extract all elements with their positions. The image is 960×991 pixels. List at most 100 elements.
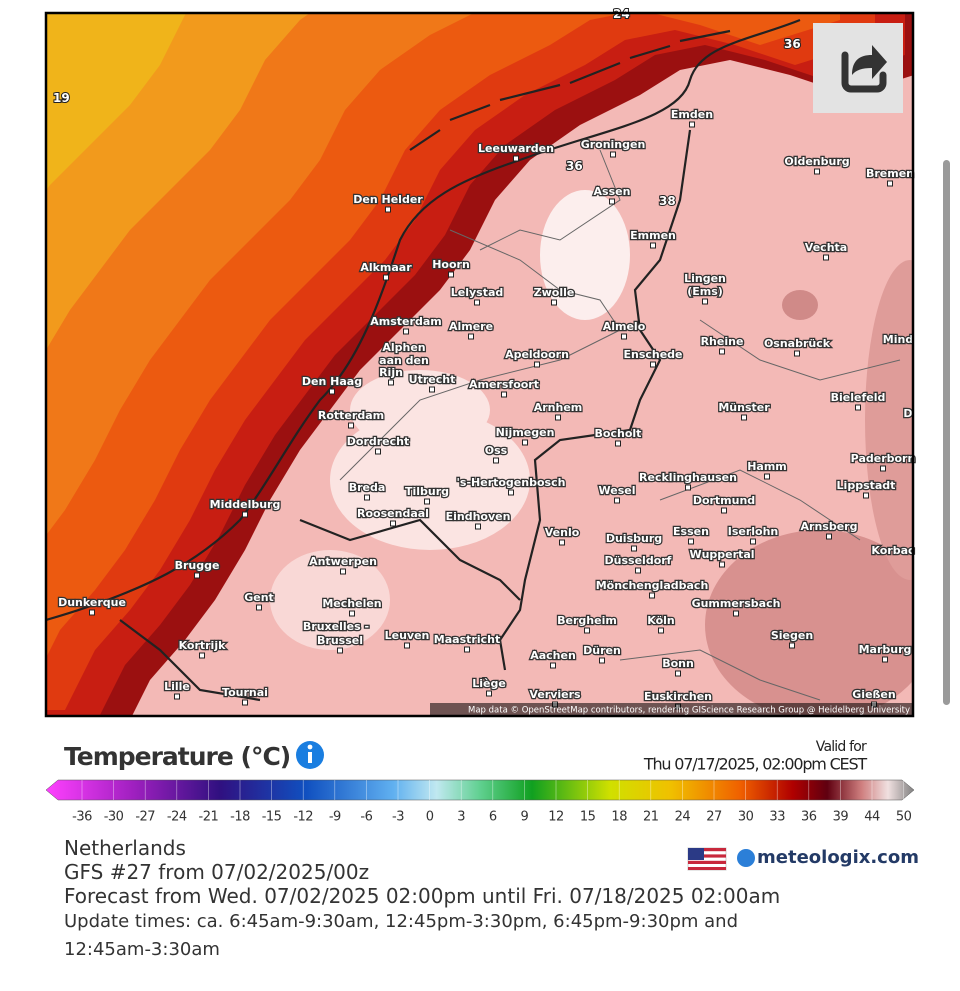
share-button[interactable] — [813, 23, 903, 113]
city-marker — [555, 414, 561, 421]
city-label: (Ems) — [687, 285, 723, 298]
city-label: Oss — [485, 444, 508, 457]
city-label: Dunkerque — [58, 596, 126, 609]
city-label: Den Helder — [353, 193, 423, 206]
scale-tick-label: 21 — [643, 810, 659, 825]
city-label: Tournai — [222, 686, 268, 699]
city-marker — [194, 572, 200, 579]
scale-tick-label: 36 — [801, 810, 817, 825]
city-marker — [403, 328, 409, 335]
scale-tick-label: 6 — [489, 810, 497, 825]
city-marker — [649, 592, 655, 599]
city-label: Paderborn — [851, 452, 916, 465]
city-label: Utrecht — [409, 373, 456, 386]
city-marker — [468, 333, 474, 340]
city-label: Mechelen — [322, 597, 381, 610]
city-marker — [174, 693, 180, 700]
city-label: Aachen — [530, 649, 576, 662]
city-marker — [688, 538, 694, 545]
scale-tick-label: 12 — [548, 810, 564, 825]
city-marker — [658, 627, 664, 634]
city-marker — [474, 299, 480, 306]
scale-tick-label: -18 — [230, 810, 250, 825]
city-label: Mind — [883, 333, 913, 346]
city-label: Duisburg — [606, 532, 662, 545]
city-marker — [794, 350, 800, 357]
city-marker — [429, 386, 435, 393]
scale-tick-label: -30 — [104, 810, 124, 825]
valid-for: Valid for — [816, 739, 867, 755]
city-marker — [513, 155, 519, 162]
city-label: Maastricht — [434, 633, 500, 646]
city-marker — [823, 254, 829, 261]
city-label: Hamm — [747, 460, 787, 473]
city-label: Lippstadt — [837, 479, 896, 492]
city-label: Roosendaal — [357, 507, 429, 520]
city-marker — [199, 652, 205, 659]
city-marker — [855, 404, 861, 411]
legend-title: Temperature (°C) — [64, 742, 290, 771]
city-marker — [493, 457, 499, 464]
city-marker — [508, 489, 514, 496]
region: Netherlands — [64, 836, 186, 860]
city-marker — [609, 198, 615, 205]
city-label: Gießen — [852, 688, 895, 701]
city-label: Düsseldorf — [605, 554, 672, 567]
city-marker — [385, 206, 391, 213]
scale-tick-label: 33 — [769, 810, 785, 825]
city-label: Oldenburg — [784, 155, 849, 168]
city-marker — [522, 439, 528, 446]
city-label: Brugge — [175, 559, 220, 572]
city-marker — [635, 567, 641, 574]
us-flag — [687, 847, 727, 871]
city-label: Eindhoven — [446, 510, 511, 523]
city-label: Essen — [673, 525, 709, 538]
city-label: Düren — [583, 644, 621, 657]
city-marker — [863, 492, 869, 499]
scrollbar[interactable] — [943, 160, 950, 705]
brand[interactable]: meteologix.com — [757, 847, 919, 868]
scale-tick-label: 18 — [611, 810, 627, 825]
scale-tick-label: 30 — [738, 810, 754, 825]
city-label: Lelystad — [451, 286, 504, 299]
city-marker — [383, 274, 389, 281]
city-marker — [337, 647, 343, 654]
temperature-field — [46, 13, 913, 716]
city-marker — [631, 545, 637, 552]
city-label: Korbac — [871, 544, 914, 557]
city-marker — [475, 523, 481, 530]
city-label: Alkmaar — [360, 261, 412, 274]
city-label: Hoorn — [432, 258, 470, 271]
scale-tick-label: -27 — [135, 810, 155, 825]
scale-tick-label: 44 — [864, 810, 880, 825]
city-label: Recklinghausen — [639, 471, 737, 484]
city-label: Bergheim — [557, 614, 617, 627]
city-label: Arnhem — [534, 401, 583, 414]
city-marker — [880, 465, 886, 472]
city-label: Euskirchen — [644, 690, 712, 703]
scale-tick-label: 0 — [426, 810, 434, 825]
forecast-range: Forecast from Wed. 07/02/2025 02:00pm un… — [64, 884, 781, 908]
city-label: Iserlohn — [728, 525, 779, 538]
city-label: Den Haag — [302, 375, 362, 388]
city-marker — [887, 180, 893, 187]
city-label: Leuven — [385, 629, 430, 642]
isotherm-label: 36 — [784, 37, 801, 51]
valid-time: Thu 07/17/2025, 02:00pm CEST — [643, 755, 868, 774]
map-frame — [44, 11, 915, 718]
city-label: Liège — [472, 677, 506, 690]
info-button[interactable] — [296, 741, 324, 769]
city-label: Emden — [671, 108, 713, 121]
city-marker — [741, 414, 747, 421]
city-marker — [551, 299, 557, 306]
scale-tick-label: 27 — [706, 810, 722, 825]
attribution-bg — [430, 703, 913, 716]
scale-tick-label: 9 — [521, 810, 529, 825]
city-marker — [675, 670, 681, 677]
city-labels: Emden Leeuwarden Groningen Oldenburg Bremen D… — [57, 107, 917, 710]
city-label: Köln — [647, 614, 675, 627]
scale-tick-label: -36 — [72, 810, 92, 825]
city-label: aan den — [379, 354, 429, 367]
city-label: Vechta — [805, 241, 847, 254]
